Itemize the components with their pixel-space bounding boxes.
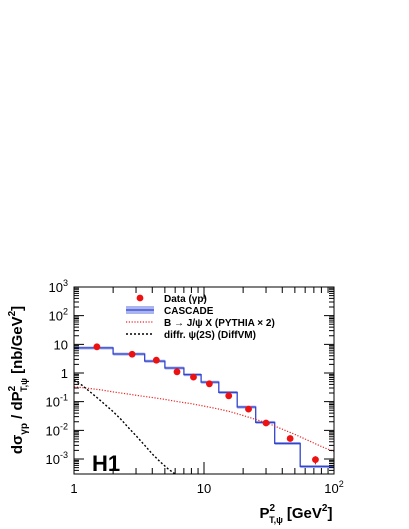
x-axis-title-sup: 2 (270, 503, 276, 514)
data-point-marker-7 (245, 405, 252, 413)
x-axis-title: P2 T,ψ [GeV2] (260, 503, 333, 525)
bjpsi-curve (74, 386, 334, 453)
legend-label-diffr: diffr. ψ(2S) (DiffVM) (164, 330, 256, 341)
data-point-marker-2 (152, 356, 160, 364)
legend-label-data: Data (γp) (164, 294, 207, 305)
data-point-marker-9 (286, 435, 294, 442)
y-axis-title-unit-sup: 2 (7, 310, 18, 316)
y-tick-label-6: 103 (49, 278, 68, 295)
legend-marker-data (136, 294, 144, 302)
data-point-7 (245, 405, 252, 413)
data-point-marker-3 (173, 368, 181, 376)
x-tick-label-1: 10 (197, 481, 211, 496)
data-point-5 (205, 380, 213, 388)
curves (74, 379, 334, 474)
y-tick-label-base-4: 10 (54, 337, 68, 352)
data-point-6 (225, 392, 233, 400)
y-tick-label-exp-2: -1 (60, 393, 68, 403)
x-tick-label-base-0: 1 (70, 481, 77, 496)
data-point-marker-10 (312, 456, 319, 464)
x-tick-label-base-2: 10 (324, 481, 338, 496)
legend-entry-data: Data (γp) (136, 294, 207, 305)
y-tick-label-base-3: 1 (61, 366, 68, 381)
y-tick-label-5: 102 (49, 307, 68, 324)
legend-entry-cascade: CASCADE (126, 306, 214, 317)
data-point-1 (128, 350, 136, 358)
y-tick-label-exp-0: -3 (60, 450, 68, 460)
x-tick-label-2: 102 (324, 479, 343, 496)
data-point-8 (262, 419, 270, 427)
y-axis-title-mid-sub: T,ψ (19, 378, 29, 392)
y-axis-title-mid: / dP (9, 391, 26, 423)
x-tick-label-exp-2: 2 (339, 479, 344, 489)
data-point-3 (173, 368, 181, 376)
y-tick-label-exp-6: 3 (63, 278, 68, 288)
data-point-marker-5 (205, 380, 213, 388)
data-point-marker-1 (128, 350, 136, 358)
y-tick-label-4: 10 (54, 337, 68, 352)
data-point-0 (93, 343, 101, 351)
x-axis-title-unit: [GeV (287, 505, 322, 522)
data-point-4 (190, 373, 197, 381)
axis-ticks (73, 287, 334, 475)
data-points (93, 343, 319, 465)
legend-label-bjpsi: B → J/ψ X (PYTHIA × 2) (164, 318, 275, 329)
y-tick-label-1: 10-2 (46, 421, 68, 438)
experiment-label: H1 (92, 451, 120, 476)
y-tick-label-exp-1: -2 (60, 421, 68, 431)
y-tick-label-base-5: 10 (49, 309, 63, 324)
y-tick-label-exp-5: 2 (63, 307, 68, 317)
x-tick-label-base-1: 10 (197, 481, 211, 496)
x-axis-title-unit-sup: 2 (322, 503, 328, 514)
data-point-9 (286, 435, 294, 442)
y-axis-title-unit: [nb/GeV (9, 316, 26, 378)
y-tick-label-base-0: 10 (46, 452, 60, 467)
axes-frame (73, 286, 335, 475)
y-axis-title-mid-sup: 2 (7, 385, 18, 391)
legend-entry-bjpsi: B → J/ψ X (PYTHIA × 2) (126, 318, 275, 329)
x-axis-title-sub: T,ψ (269, 515, 283, 525)
x-tick-label-0: 1 (70, 481, 77, 496)
data-point-10 (312, 456, 319, 465)
y-tick-label-3: 1 (61, 366, 68, 381)
y-tick-label-2: 10-1 (46, 393, 68, 410)
data-point-marker-6 (225, 392, 233, 400)
y-axis-title: dσγp / dP2T,ψ [nb/GeV2] (7, 306, 30, 454)
y-axis-title-prefix: dσ (9, 435, 26, 454)
data-point-2 (152, 356, 160, 364)
data-point-marker-4 (190, 373, 197, 381)
y-axis-title-unit-close: ] (9, 306, 26, 311)
x-axis-title-unit-close: ] (327, 505, 332, 522)
diffr-curve (74, 379, 176, 474)
y-tick-label-0: 10-3 (46, 450, 68, 467)
y-tick-label-base-1: 10 (46, 423, 60, 438)
data-point-marker-0 (93, 343, 101, 351)
data-point-marker-8 (262, 419, 270, 427)
legend-label-cascade: CASCADE (164, 306, 214, 317)
y-tick-label-base-2: 10 (46, 395, 60, 410)
cascade-band (74, 346, 334, 469)
y-axis-title-prefix-sub: γp (19, 423, 30, 435)
y-tick-label-base-6: 10 (49, 280, 63, 295)
legend-entry-diffr: diffr. ψ(2S) (DiffVM) (126, 330, 256, 341)
x-axis-title-base: P (260, 505, 270, 522)
cascade-step-line (74, 347, 334, 468)
